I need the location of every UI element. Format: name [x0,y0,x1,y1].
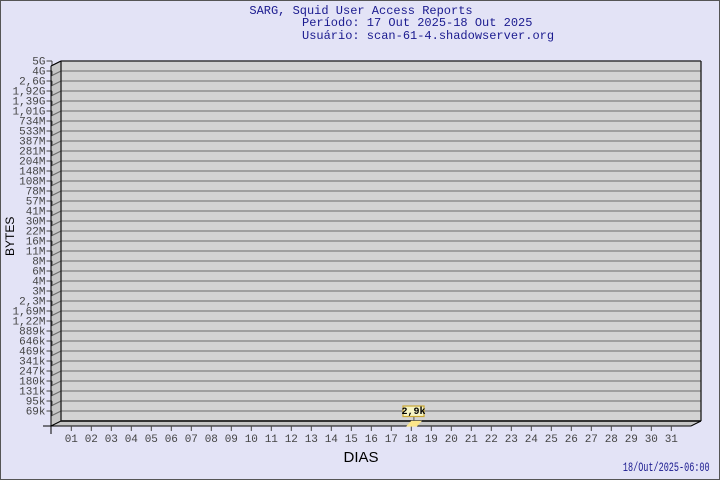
svg-text:25: 25 [545,434,558,446]
svg-text:24: 24 [525,434,539,446]
svg-text:12: 12 [285,434,298,446]
svg-text:29: 29 [625,434,638,446]
svg-text:05: 05 [145,434,158,446]
svg-text:27: 27 [585,434,598,446]
svg-text:10: 10 [245,434,258,446]
svg-text:08: 08 [205,434,218,446]
svg-text:26: 26 [565,434,578,446]
svg-text:16: 16 [365,434,378,446]
svg-text:23: 23 [505,434,518,446]
svg-text:28: 28 [605,434,618,446]
svg-text:22: 22 [485,434,498,446]
svg-text:20: 20 [445,434,458,446]
svg-text:02: 02 [85,434,98,446]
svg-text:19: 19 [425,434,438,446]
svg-text:18: 18 [405,434,418,446]
svg-text:06: 06 [165,434,178,446]
svg-text:13: 13 [305,434,318,446]
svg-text:2,9k: 2,9k [401,406,425,418]
svg-text:04: 04 [125,434,139,446]
svg-text:03: 03 [105,434,118,446]
svg-text:14: 14 [325,434,339,446]
svg-text:09: 09 [225,434,238,446]
svg-text:69k: 69k [26,407,46,419]
svg-text:31: 31 [665,434,679,446]
svg-text:21: 21 [465,434,479,446]
svg-text:07: 07 [185,434,198,446]
svg-text:01: 01 [65,434,79,446]
svg-text:15: 15 [345,434,358,446]
svg-text:11: 11 [265,434,279,446]
svg-text:17: 17 [385,434,398,446]
svg-text:30: 30 [645,434,658,446]
